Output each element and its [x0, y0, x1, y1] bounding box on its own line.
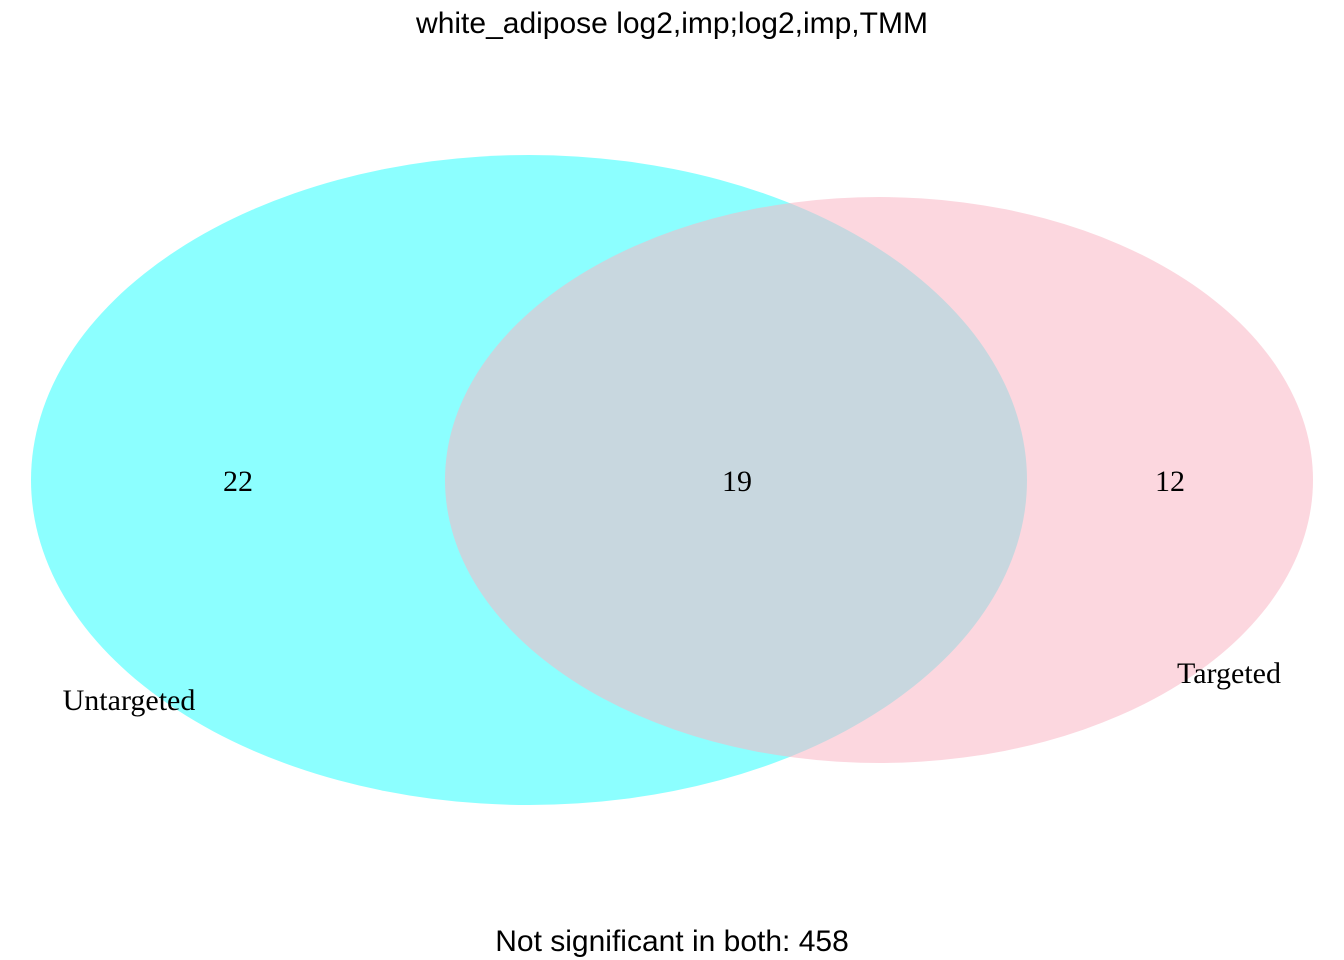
not-significant-note: Not significant in both: 458: [495, 925, 849, 958]
targeted-only-count: 12: [1155, 465, 1185, 498]
untargeted-set-label: Untargeted: [63, 684, 196, 717]
targeted-set-ellipse: [445, 197, 1313, 763]
untargeted-only-count: 22: [223, 465, 253, 498]
targeted-set-label: Targeted: [1177, 657, 1281, 690]
diagram-title: white_adipose log2,imp;log2,imp,TMM: [415, 7, 928, 40]
intersection-count: 19: [722, 465, 752, 498]
